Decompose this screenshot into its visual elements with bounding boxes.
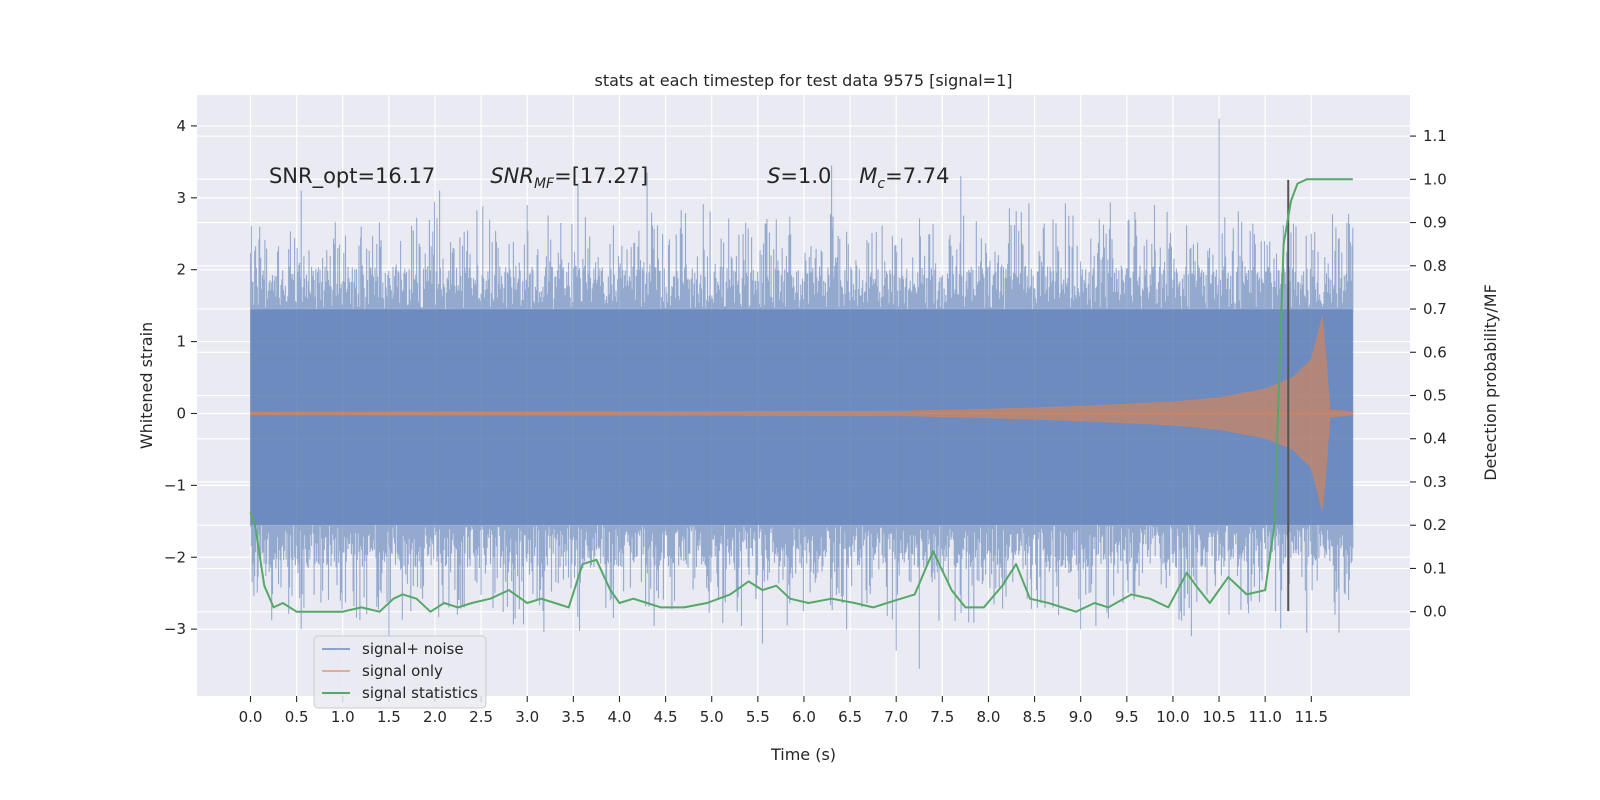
x-tick-label: 11.0	[1248, 708, 1281, 726]
x-tick-label: 3.5	[561, 708, 585, 726]
y-right-tick-label: 0.7	[1423, 300, 1447, 318]
x-tick-label: 0.5	[285, 708, 309, 726]
signal-only-series	[250, 316, 1354, 511]
x-tick-label: 7.0	[884, 708, 908, 726]
y-right-tick-label: 0.1	[1423, 559, 1447, 577]
x-tick-label: 5.5	[746, 708, 770, 726]
x-tick-label: 8.5	[1023, 708, 1047, 726]
x-tick-label: 8.0	[977, 708, 1001, 726]
signal-statistics-series	[249, 178, 1353, 613]
legend-box	[313, 635, 487, 709]
y-right-tick-label: 1.0	[1423, 170, 1447, 188]
x-tick-label: 1.5	[377, 708, 401, 726]
y-left-tick-label: 0	[176, 404, 186, 422]
x-tick-label: 6.5	[838, 708, 862, 726]
legend: signal+ noise signal only signal statistic…	[313, 635, 487, 709]
y-axis-left-label: Whitened strain	[137, 322, 156, 449]
x-tick-label: 9.0	[1069, 708, 1093, 726]
y-left-tick-label: −3	[164, 620, 186, 638]
x-tick-label: 2.0	[423, 708, 447, 726]
x-axis-ticks: 0.0 0.5 1.0 1.5 2.0 2.5 3.0 3.5 4.0 4.5 5.0 5.5 6.0 6…	[239, 696, 1328, 726]
y-axis-right-ticks: 1.1 1.0 0.9 0.8 0.7 0.6 0.5 0.4 0.3 0.2 0.1 0.0	[1410, 127, 1447, 621]
y-right-tick-label: 0.6	[1423, 343, 1447, 361]
x-axis-label: Time (s)	[770, 745, 836, 764]
x-tick-label: 10.5	[1202, 708, 1235, 726]
legend-label-1: signal only	[362, 662, 443, 680]
x-tick-label: 11.5	[1295, 708, 1328, 726]
annotation-3: Mc=7.74	[859, 164, 949, 192]
y-left-tick-label: 3	[176, 189, 186, 207]
x-tick-label: 0.0	[239, 708, 263, 726]
y-left-tick-label: 1	[176, 333, 186, 351]
y-left-tick-label: −1	[164, 476, 186, 494]
x-tick-label: 1.0	[331, 708, 355, 726]
x-tick-label: 9.5	[1115, 708, 1139, 726]
legend-label-2: signal statistics	[362, 684, 478, 702]
y-right-tick-label: 0.9	[1423, 214, 1447, 232]
x-tick-label: 3.0	[515, 708, 539, 726]
y-right-tick-label: 0.4	[1423, 430, 1447, 448]
x-tick-label: 4.5	[654, 708, 678, 726]
x-tick-label: 2.5	[469, 708, 493, 726]
annotations: SNR_opt=16.17 SNRMF=[17.27] S=1.0 Mc=7.74	[269, 164, 950, 192]
annotation-1: SNRMF=[17.27]	[490, 164, 648, 192]
y-right-tick-label: 0.2	[1423, 516, 1447, 534]
y-left-tick-label: −2	[164, 548, 186, 566]
annotation-0: SNR_opt=16.17	[269, 164, 435, 189]
annotation-2: S=1.0	[767, 164, 831, 188]
chart-title: stats at each timestep for test data 957…	[594, 71, 1012, 90]
y-right-tick-label: 0.8	[1423, 257, 1447, 275]
y-axis-left-ticks: 4 3 2 1 0 −1 −2 −3	[164, 117, 197, 638]
y-left-tick-label: 2	[176, 261, 186, 279]
y-right-tick-label: 1.1	[1423, 127, 1447, 145]
y-right-tick-label: 0.3	[1423, 473, 1447, 491]
y-left-tick-label: 4	[176, 117, 186, 135]
y-right-tick-label: 0.0	[1423, 603, 1447, 621]
plot-area	[249, 118, 1354, 669]
x-tick-label: 10.0	[1156, 708, 1189, 726]
y-right-tick-label: 0.5	[1423, 387, 1447, 405]
x-tick-label: 4.0	[608, 708, 632, 726]
x-tick-label: 5.0	[700, 708, 724, 726]
x-tick-label: 6.0	[792, 708, 816, 726]
x-tick-label: 7.5	[930, 708, 954, 726]
signal-statistics-line	[249, 178, 1353, 613]
legend-label-0: signal+ noise	[362, 640, 464, 658]
y-axis-right-label: Detection probability/MF	[1481, 284, 1500, 481]
